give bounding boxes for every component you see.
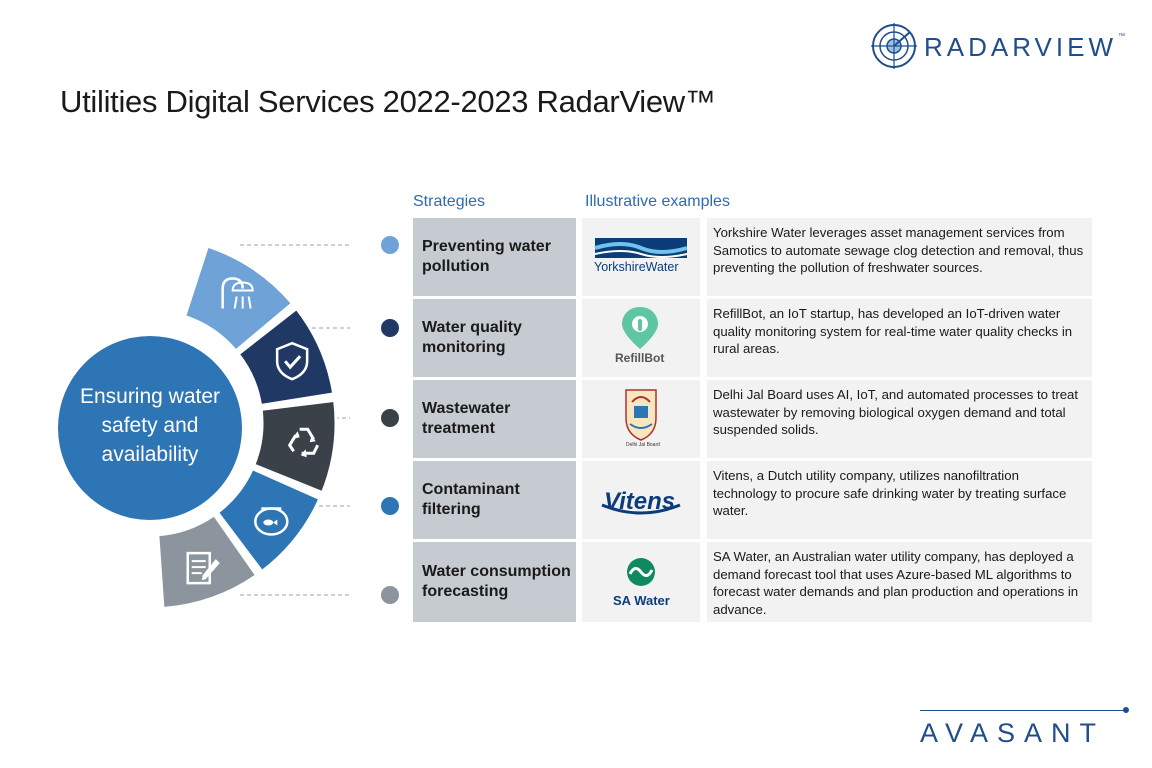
radarview-wordmark: RADARVIEW bbox=[924, 32, 1117, 62]
document-edit-icon bbox=[186, 551, 220, 585]
description-cell-4: Vitens, a Dutch utility company, utilize… bbox=[707, 461, 1092, 539]
recycle-icon bbox=[287, 427, 320, 458]
strategy-cell-3: Wastewater treatment bbox=[413, 380, 576, 458]
strategy-label: Preventing water pollution bbox=[422, 238, 551, 275]
description-text: RefillBot, an IoT startup, has developed… bbox=[713, 306, 1073, 356]
wheel-segment-3 bbox=[251, 398, 338, 495]
connector-dot-3 bbox=[381, 409, 399, 427]
delhi-jal-board-logo-text: Delhi Jal Board bbox=[626, 442, 660, 448]
logo-sa-water: SA Water bbox=[582, 542, 700, 622]
strategy-cell-1: Preventing water pollution bbox=[413, 218, 576, 296]
center-text: Ensuring water safety and availability bbox=[79, 385, 221, 466]
strategy-label: Wastewater treatment bbox=[422, 400, 511, 437]
logo-yorkshire-water: YorkshireWater bbox=[582, 218, 700, 296]
connector-dot-4 bbox=[381, 497, 399, 515]
page-title: Utilities Digital Services 2022-2023 Rad… bbox=[60, 84, 716, 119]
connector-dot-5 bbox=[381, 586, 399, 604]
footer-dot bbox=[1123, 707, 1129, 713]
description-text: Delhi Jal Board uses AI, IoT, and automa… bbox=[713, 387, 1079, 437]
strategy-wheel bbox=[156, 244, 350, 611]
vitens-logo-text: Vitens bbox=[604, 488, 676, 515]
connector-dot-2 bbox=[381, 319, 399, 337]
description-cell-2: RefillBot, an IoT startup, has developed… bbox=[707, 299, 1092, 377]
connector-dot-1 bbox=[381, 236, 399, 254]
description-cell-3: Delhi Jal Board uses AI, IoT, and automa… bbox=[707, 380, 1092, 458]
avasant-logo: AVASANT bbox=[920, 718, 1106, 748]
fishbowl-icon bbox=[254, 507, 289, 536]
strategy-cell-5: Water consumption forecasting bbox=[413, 542, 576, 622]
yorkshire-logo-text: YorkshireWater bbox=[594, 260, 679, 274]
strategy-label: Water consumption forecasting bbox=[422, 563, 571, 600]
strategy-cell-4: Contaminant filtering bbox=[413, 461, 576, 539]
description-text: Vitens, a Dutch utility company, utilize… bbox=[713, 468, 1067, 518]
description-text: SA Water, an Australian water utility co… bbox=[713, 549, 1079, 617]
strategy-cell-2: Water quality monitoring bbox=[413, 299, 576, 377]
shield-check-icon bbox=[275, 341, 309, 381]
wheel-segment-5 bbox=[156, 512, 259, 611]
examples-header: Illustrative examples bbox=[585, 193, 730, 210]
radarview-trademark: ™ bbox=[1118, 33, 1125, 40]
footer-line bbox=[920, 710, 1124, 711]
strategy-label: Water quality monitoring bbox=[422, 319, 522, 356]
strategy-label: Contaminant filtering bbox=[422, 481, 520, 518]
shower-icon bbox=[221, 277, 254, 309]
radarview-logo: RADARVIEW ™ bbox=[870, 22, 1130, 70]
refillbot-logo-text: RefillBot bbox=[615, 351, 665, 365]
wheel-segment-2 bbox=[236, 306, 336, 408]
logo-refillbot: RefillBot bbox=[582, 299, 700, 377]
wheel-segment-1 bbox=[182, 244, 295, 354]
logo-vitens: Vitens bbox=[582, 461, 700, 539]
description-cell-5: SA Water, an Australian water utility co… bbox=[707, 542, 1092, 622]
description-text: Yorkshire Water leverages asset manageme… bbox=[713, 225, 1084, 275]
strategies-header: Strategies bbox=[413, 193, 486, 210]
sa-water-logo-text: SA Water bbox=[613, 593, 670, 608]
radar-icon bbox=[871, 23, 917, 69]
description-cell-1: Yorkshire Water leverages asset manageme… bbox=[707, 218, 1092, 296]
logo-delhi-jal-board: Delhi Jal Board bbox=[582, 380, 700, 458]
center-circle: Ensuring water safety and availability bbox=[58, 336, 242, 520]
